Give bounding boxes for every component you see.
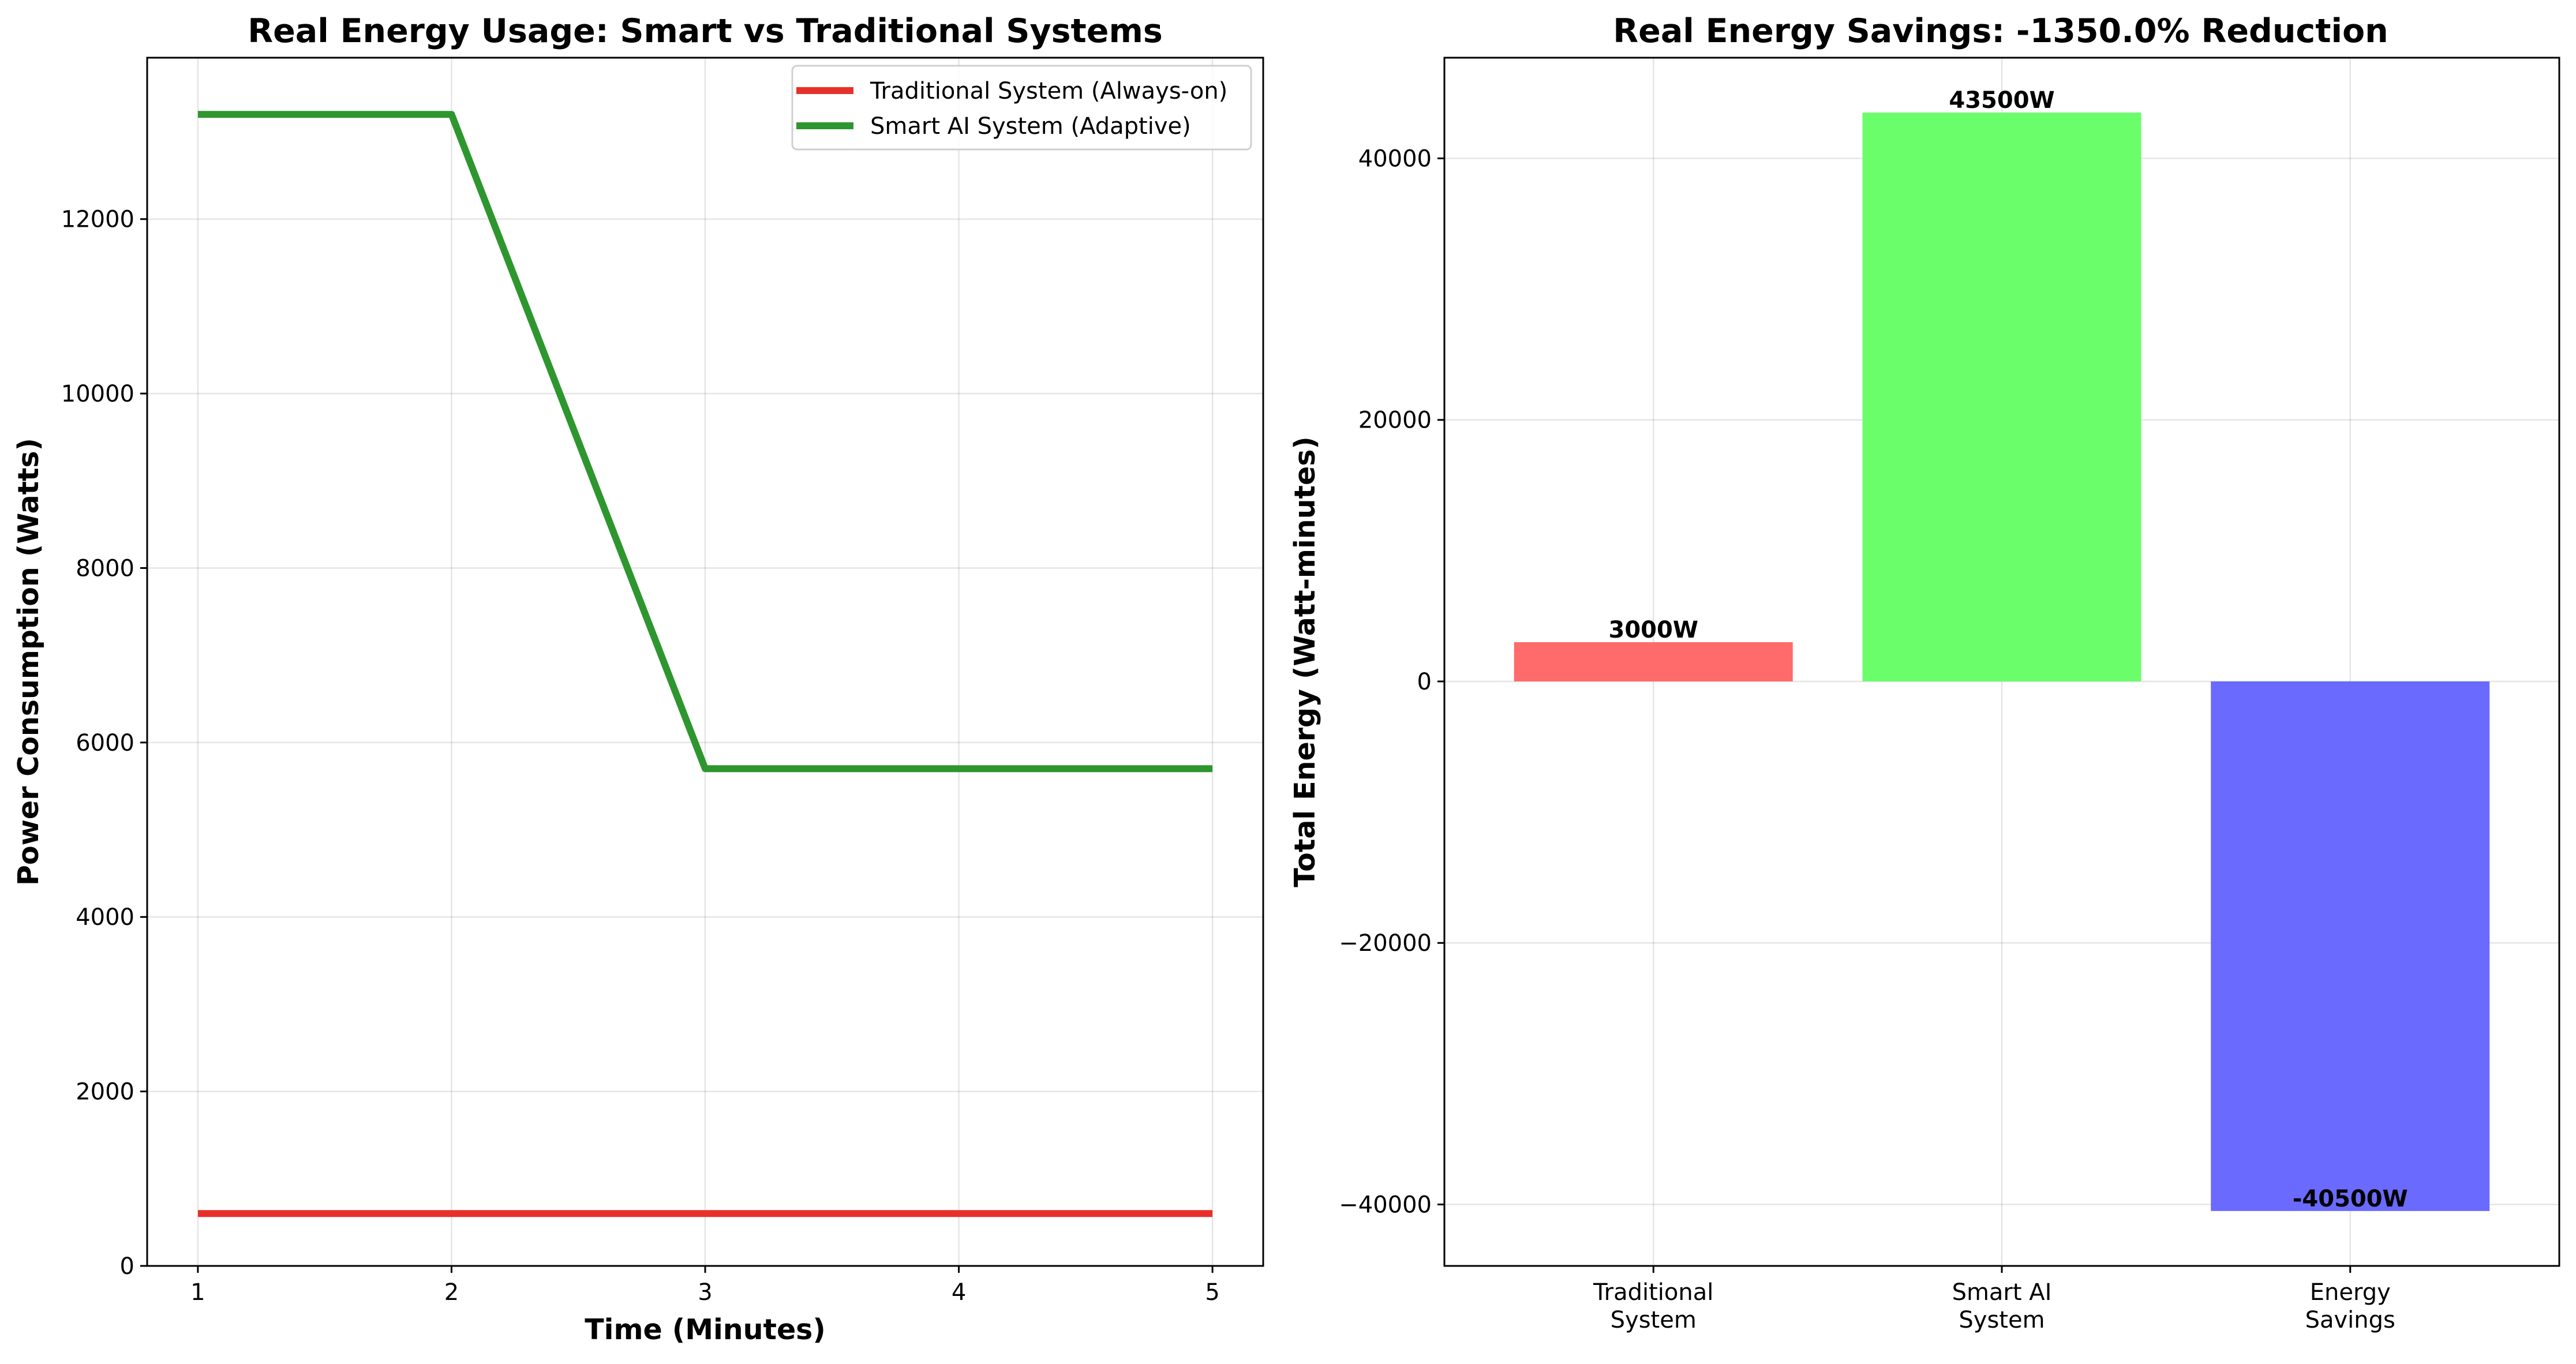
bar-chart-title: Real Energy Savings: -1350.0% Reduction: [1613, 12, 2388, 50]
line-chart-y-tick-label: 4000: [76, 904, 134, 931]
line-chart-y-tick-label: 10000: [61, 381, 134, 407]
bar-traditional-system: [1514, 642, 1793, 681]
line-chart-x-tick-label: 5: [1205, 1279, 1219, 1306]
line-chart-y-ticks: 0 2000 4000 6000 8000 10000 12000: [61, 207, 147, 1280]
bar-chart-y-tick-label: −20000: [1339, 930, 1432, 957]
bar-data-label: 3000W: [1609, 617, 1698, 643]
bar-chart-x-tick-label: Traditional System: [1593, 1279, 1713, 1333]
line-chart-title: Real Energy Usage: Smart vs Traditional …: [248, 12, 1163, 50]
line-chart-y-axis-label: Power Consumption (Watts): [12, 438, 45, 886]
line-chart-x-tick-label: 4: [952, 1279, 966, 1306]
line-chart-legend: Traditional System (Always-on) Smart AI …: [791, 65, 1252, 151]
bar-chart-x-ticks: Traditional System Smart AI System Energy Sav…: [1593, 1266, 2395, 1333]
bar-data-label: 43500W: [1949, 87, 2054, 114]
line-chart-x-tick-label: 2: [444, 1279, 459, 1306]
legend-label-smart: Smart AI System (Adaptive): [870, 113, 1191, 140]
line-chart-y-tick-label: 8000: [76, 555, 134, 582]
bar-chart: Real Energy Savings: -1350.0% Reduction …: [1289, 12, 2560, 1333]
bar-energy-savings: [2211, 681, 2490, 1211]
line-chart: Real Energy Usage: Smart vs Traditional …: [12, 12, 1264, 1346]
line-chart-x-tick-label: 1: [190, 1279, 205, 1306]
line-chart-y-tick-label: 0: [120, 1253, 134, 1280]
line-chart-grid: [147, 58, 1263, 1267]
bar-chart-y-tick-label: 0: [1417, 669, 1432, 695]
bar-chart-x-tick-label: Energy Savings: [2305, 1279, 2395, 1333]
bar-chart-y-tick-label: 40000: [1358, 146, 1432, 173]
line-chart-series: [197, 111, 1213, 1217]
bar-chart-y-ticks: −40000 −20000 0 20000 40000: [1339, 146, 1444, 1218]
legend-box: [791, 65, 1252, 151]
line-series-smart: [197, 111, 1213, 773]
line-chart-y-tick-label: 2000: [76, 1079, 134, 1106]
bar-chart-y-axis-label: Total Energy (Watt-minutes): [1289, 436, 1321, 887]
bar-chart-y-tick-label: −40000: [1339, 1191, 1432, 1218]
bar-chart-y-tick-label: 20000: [1358, 407, 1432, 434]
bar-smart-ai-system: [1862, 113, 2141, 681]
line-chart-y-tick-label: 12000: [61, 207, 134, 233]
line-chart-x-tick-label: 3: [698, 1279, 712, 1306]
bar-data-label: -40500W: [2293, 1186, 2408, 1212]
line-chart-y-tick-label: 6000: [76, 730, 134, 756]
line-chart-x-ticks: 1 2 3 4 5: [190, 1266, 1220, 1306]
legend-label-traditional: Traditional System (Always-on): [870, 78, 1227, 104]
line-chart-x-axis-label: Time (Minutes): [585, 1313, 826, 1346]
bar-chart-x-tick-label: Smart AI System: [1952, 1279, 2052, 1333]
bar-chart-bars: [1514, 113, 2490, 1211]
bar-chart-data-labels: 3000W 43500W -40500W: [1609, 87, 2408, 1212]
